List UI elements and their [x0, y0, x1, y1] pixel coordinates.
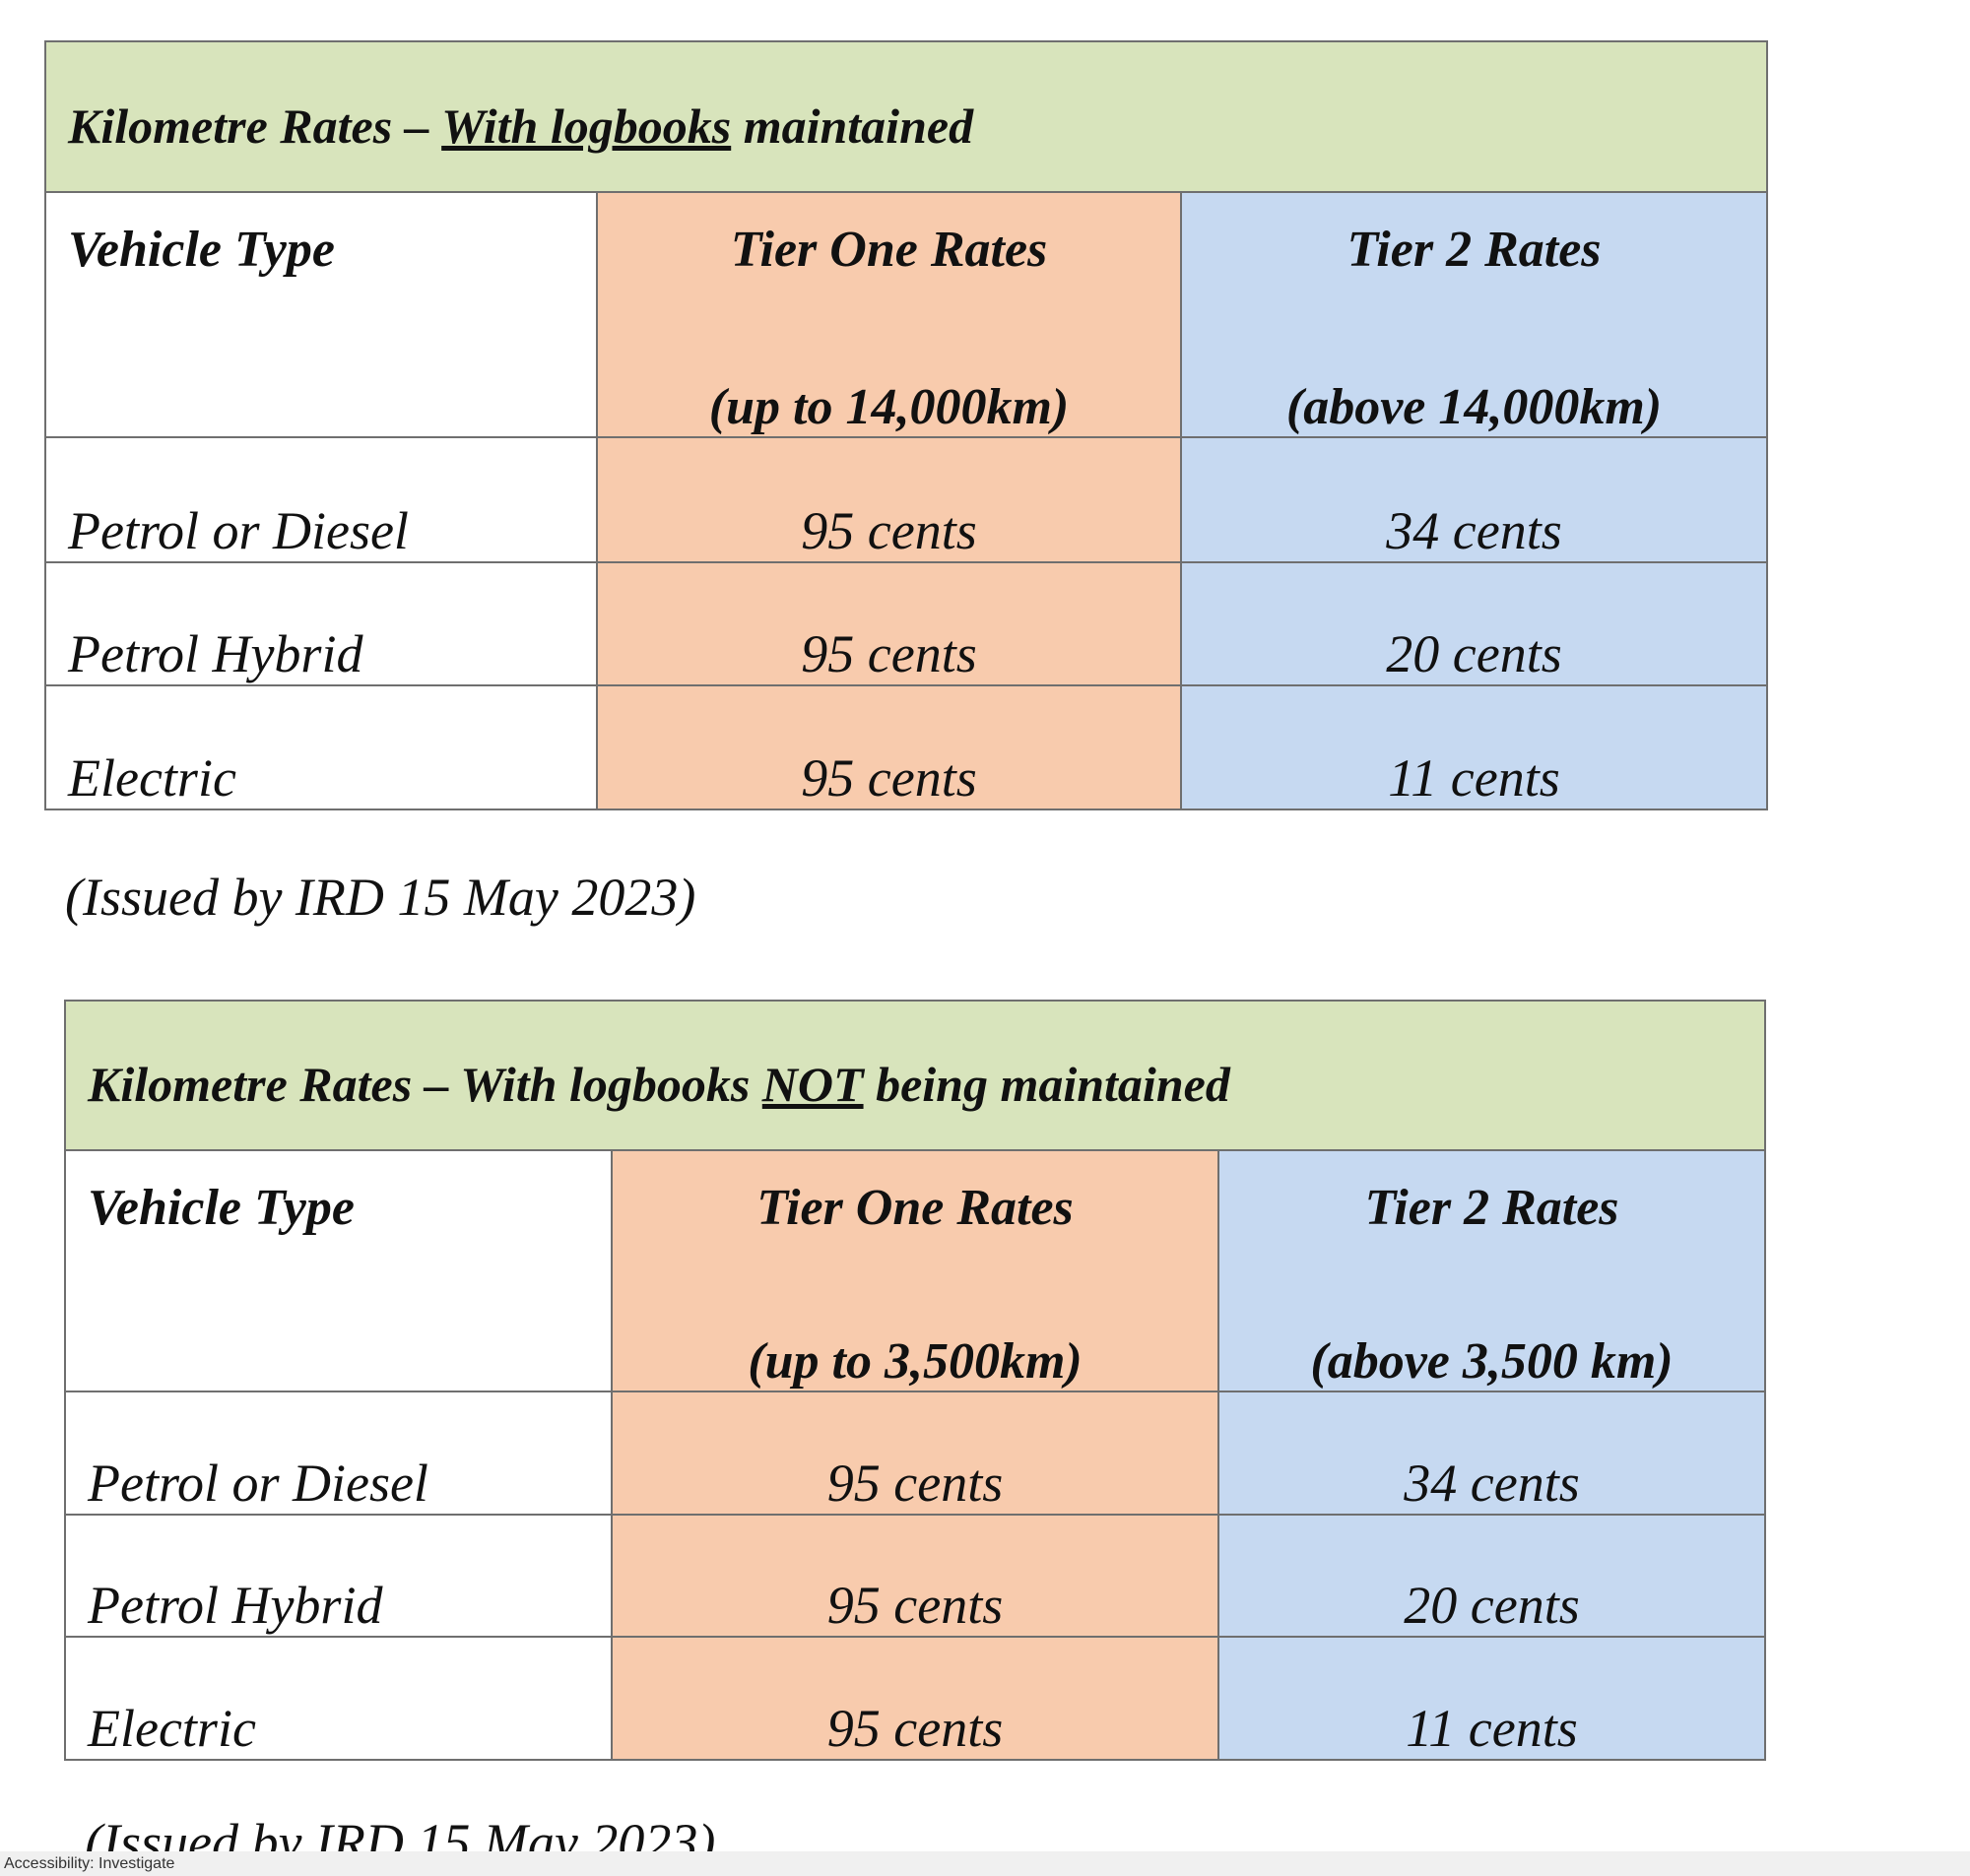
title-text: being maintained — [863, 1057, 1230, 1112]
cell-text: 11 cents — [1388, 748, 1560, 808]
table-cell: Petrol Hybrid — [64, 1514, 613, 1638]
cell-text: 95 cents — [826, 1699, 1004, 1758]
cell-text: 11 cents — [1406, 1699, 1578, 1758]
table-cell: 20 cents — [1180, 561, 1768, 686]
cell-text: 95 cents — [801, 748, 977, 808]
header-cell: Vehicle Type — [44, 191, 598, 438]
title-text-underlined: With logbooks — [441, 97, 732, 154]
cell-text: Petrol or Diesel — [68, 501, 409, 560]
header-cell: Vehicle Type — [64, 1149, 613, 1392]
table-cell: Petrol or Diesel — [44, 436, 598, 563]
header-text: (up to 14,000km) — [708, 379, 1070, 435]
header-text: Tier 2 Rates — [1346, 222, 1602, 278]
table-cell: 95 cents — [596, 684, 1182, 810]
title-text: Kilometre Rates – — [68, 97, 442, 154]
header-text: Tier 2 Rates — [1364, 1180, 1619, 1236]
table-cell: 34 cents — [1180, 436, 1768, 563]
header-text: Vehicle Type — [68, 222, 335, 278]
header-cell: Tier One Rates (up to 3,500km) — [611, 1149, 1219, 1392]
cell-text: Petrol Hybrid — [88, 1576, 383, 1635]
table-cell: 34 cents — [1217, 1391, 1766, 1516]
cell-text: 95 cents — [801, 501, 977, 560]
cell-text: 95 cents — [826, 1576, 1004, 1635]
cell-text: 34 cents — [1404, 1454, 1580, 1513]
cell-text: Petrol or Diesel — [88, 1454, 428, 1513]
header-cell: Tier One Rates (up to 14,000km) — [596, 191, 1182, 438]
cell-text: 20 cents — [1386, 624, 1562, 683]
table-cell: 95 cents — [611, 1391, 1219, 1516]
header-text: (up to 3,500km) — [748, 1333, 1083, 1390]
table-cell: Electric — [64, 1636, 613, 1761]
cell-text: Electric — [88, 1699, 256, 1758]
cell-text: 34 cents — [1386, 501, 1562, 560]
cell-text: 95 cents — [801, 624, 977, 683]
table-cell: Petrol or Diesel — [64, 1391, 613, 1516]
cell-text: 20 cents — [1404, 1576, 1580, 1635]
table-cell: 95 cents — [611, 1636, 1219, 1761]
table-cell: Electric — [44, 684, 598, 810]
header-text: (above 3,500 km) — [1310, 1333, 1674, 1390]
table-title: Kilometre Rates – With logbooks maintain… — [44, 40, 1768, 193]
header-text: Vehicle Type — [88, 1180, 355, 1236]
header-text: (above 14,000km) — [1285, 379, 1663, 435]
header-cell: Tier 2 Rates (above 14,000km) — [1180, 191, 1768, 438]
table-cell: 11 cents — [1180, 684, 1768, 810]
title-text: maintained — [731, 97, 974, 154]
cell-text: 95 cents — [826, 1454, 1004, 1513]
issued-note: (Issued by IRD 15 May 2023) — [65, 868, 696, 927]
cell-text: Electric — [68, 748, 236, 808]
title-text-underlined: NOT — [761, 1057, 864, 1112]
status-bar: Accessibility: Investigate — [0, 1851, 1970, 1876]
table-cell: Petrol Hybrid — [44, 561, 598, 686]
header-cell: Tier 2 Rates (above 3,500 km) — [1217, 1149, 1766, 1392]
table-cell: 20 cents — [1217, 1514, 1766, 1638]
header-text: Tier One Rates — [756, 1180, 1074, 1236]
table-cell: 95 cents — [596, 561, 1182, 686]
header-text: Tier One Rates — [730, 222, 1048, 278]
title-text: Kilometre Rates – With logbooks — [88, 1057, 762, 1112]
table-cell: 11 cents — [1217, 1636, 1766, 1761]
table-cell: 95 cents — [611, 1514, 1219, 1638]
cell-text: Petrol Hybrid — [68, 624, 363, 683]
table-cell: 95 cents — [596, 436, 1182, 563]
table-title: Kilometre Rates – With logbooks NOT bein… — [64, 1000, 1766, 1151]
